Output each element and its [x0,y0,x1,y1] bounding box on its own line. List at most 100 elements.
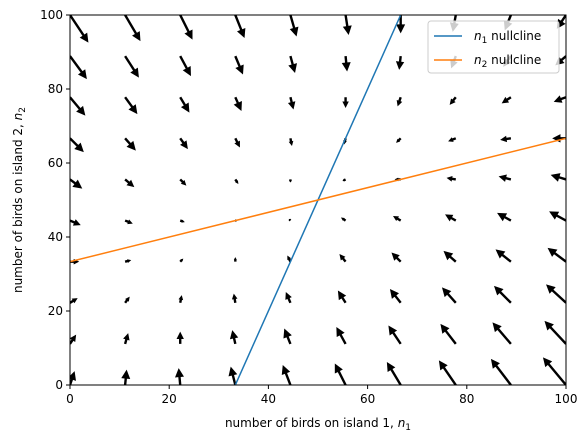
field-arrow [70,298,78,304]
vector-field [70,15,566,385]
field-arrow [124,219,133,225]
field-arrow [233,257,237,262]
field-arrow [389,288,402,304]
field-arrow [396,15,406,34]
field-arrow [342,97,349,108]
field-arrow [448,137,457,142]
field-arrow [179,137,188,150]
field-arrow [395,55,405,70]
field-arrow [288,138,294,147]
field-arrow [440,323,457,345]
field-arrow [124,259,132,263]
field-arrow [337,290,347,304]
field-arrow [124,137,136,151]
field-arrow [123,333,130,345]
y-tick-label: 40 [48,230,63,244]
field-arrow [396,137,402,143]
field-arrow [285,292,292,304]
field-arrow [70,258,80,265]
field-arrow [441,287,457,304]
field-arrow [179,96,190,113]
x-tick-label: 20 [162,392,177,406]
field-arrow [178,295,184,304]
field-arrow [336,326,347,345]
field-arrow [388,325,402,345]
field-arrow [124,15,141,42]
x-tick-label: 60 [360,392,375,406]
field-arrow [542,357,566,385]
field-arrow [70,137,84,153]
field-arrow [179,55,191,77]
field-arrow [124,296,130,304]
nullcline-lines [70,15,566,385]
field-arrow [498,174,512,182]
field-arrow [234,15,246,39]
field-arrow [334,363,347,385]
field-arrow [396,96,403,107]
field-arrow [234,137,240,148]
field-arrow [339,253,347,263]
field-arrow [233,96,242,112]
y-tick-label: 80 [48,82,63,96]
x-tick-label: 80 [459,392,474,406]
y-axis-label: number of birds on island 2, n2 [11,107,28,293]
field-arrow [552,134,566,143]
x-tick-label: 0 [66,392,74,406]
field-arrow [231,293,238,303]
field-arrow [492,322,512,345]
field-arrow [228,366,238,385]
field-arrow [547,247,566,263]
field-arrow [386,361,402,385]
field-arrow [501,96,512,104]
field-arrow [289,15,299,37]
field-arrow [121,369,131,385]
field-arrow [179,178,187,186]
field-arrow [229,330,239,345]
legend-label-n2: n2 nullcline [474,53,541,70]
y-axis-ticks: 0 20 40 60 80 100 [40,8,70,392]
field-arrow [449,96,457,105]
field-arrow [288,55,298,74]
x-tick-label: 40 [261,392,276,406]
field-arrow [288,179,292,183]
plot-frame [69,14,567,386]
field-arrow [490,358,512,385]
x-axis-ticks: 0 20 40 60 80 100 [66,385,577,406]
field-arrow [234,55,244,75]
legend-label-n1: n1 nullcline [474,29,541,46]
field-arrow [391,252,402,263]
field-arrow [70,96,86,116]
field-arrow [288,218,292,222]
field-arrow [553,95,566,103]
field-arrow [438,360,457,385]
field-arrow [176,331,184,344]
y-tick-label: 60 [48,156,63,170]
field-arrow [495,249,512,263]
field-arrow [179,219,185,223]
field-arrow [70,219,81,226]
x-tick-label: 100 [555,392,578,406]
y-tick-label: 0 [55,378,63,392]
field-arrow [179,258,184,263]
field-arrow [392,215,402,222]
field-arrow [342,178,347,182]
field-arrow [493,285,512,304]
field-arrow [544,320,566,345]
x-axis-label: number of birds on island 1, n1 [225,416,411,433]
field-arrow [70,55,87,80]
field-arrow [445,214,457,222]
field-arrow [281,365,292,385]
field-arrow [70,178,83,189]
field-arrow [124,178,135,188]
field-arrow [70,371,76,385]
y-tick-label: 20 [48,304,63,318]
y-tick-label: 100 [40,8,63,22]
field-arrow [546,284,566,304]
field-arrow [234,178,239,185]
field-arrow [340,217,347,222]
field-arrow [549,211,566,222]
field-arrow [124,55,139,78]
field-arrow [443,250,457,263]
n2-nullcline-line [70,137,566,263]
